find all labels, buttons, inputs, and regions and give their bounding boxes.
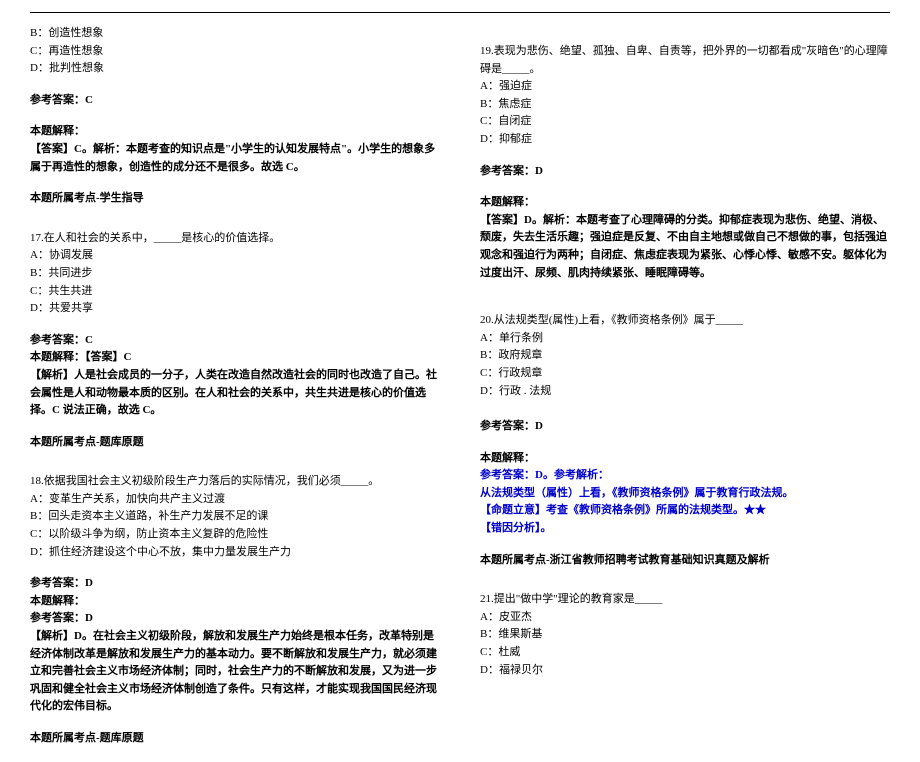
option-a: A：协调发展 [30, 247, 440, 265]
option-c: C：共生共进 [30, 283, 440, 301]
exam-point: 本题所属考点-题库原题 [30, 730, 440, 748]
explain-body: 【答案】D。解析：本题考查了心理障碍的分类。抑郁症表现为悲伤、绝望、消极、颓废，… [480, 212, 890, 282]
q17-stem: 17.在人和社会的关系中，_____是核心的价值选择。 [30, 230, 440, 248]
option-c: C：自闭症 [480, 113, 890, 131]
option-c: C：以阶级斗争为纲，防止资本主义复辟的危险性 [30, 526, 440, 544]
q20-answer: 参考答案：D [480, 418, 890, 436]
option-c: C：再造性想象 [30, 43, 440, 61]
explain-header: 本题解释： [30, 123, 440, 141]
q20-stem: 20.从法规类型(属性)上看，《教师资格条例》属于_____ [480, 312, 890, 330]
option-d: D：共爱共享 [30, 300, 440, 318]
q21-stem: 21.提出"做中学"理论的教育家是_____ [480, 591, 890, 609]
q20-stem-block: 20.从法规类型(属性)上看，《教师资格条例》属于_____ A：单行条例 B：… [480, 312, 890, 400]
option-c: C：行政规章 [480, 365, 890, 383]
answer-label: 参考答案：C [30, 332, 440, 350]
q19-stem: 19.表现为悲伤、绝望、孤独、自卑、自责等，把外界的一切都看成"灰暗色"的心理障… [480, 43, 890, 78]
option-d: D：行政 . 法规 [480, 383, 890, 401]
option-d: D：抑郁症 [480, 131, 890, 149]
explain-header: 本题解释： [480, 450, 890, 468]
option-b: B：政府规章 [480, 347, 890, 365]
option-b: B：创造性想象 [30, 25, 440, 43]
exam-point: 本题所属考点-浙江省教师招聘考试教育基础知识真题及解析 [480, 552, 890, 570]
explain-line2: 从法规类型（属性）上看，《教师资格条例》属于教育行政法规。 [480, 485, 890, 503]
exam-point: 本题所属考点-题库原题 [30, 434, 440, 452]
right-column: 19.表现为悲伤、绝望、孤独、自卑、自责等，把外界的一切都看成"灰暗色"的心理障… [480, 25, 890, 762]
q18-stem: 18.依据我国社会主义初级阶段生产力落后的实际情况，我们必须_____。 [30, 473, 440, 491]
q16-options: B：创造性想象 C：再造性想象 D：批判性想象 [30, 25, 440, 78]
option-d: D：抓住经济建设这个中心不放，集中力量发展生产力 [30, 544, 440, 562]
option-c: C：杜威 [480, 644, 890, 662]
option-b: B：回头走资本主义道路，补生产力发展不足的课 [30, 508, 440, 526]
answer-label: 参考答案：D [480, 163, 890, 181]
q19-explanation: 本题解释： 【答案】D。解析：本题考查了心理障碍的分类。抑郁症表现为悲伤、绝望、… [480, 194, 890, 282]
q18-answer-block: 参考答案：D 本题解释： 参考答案：D 【解析】D。在社会主义初级阶段，解放和发… [30, 575, 440, 716]
option-b: B：维果斯基 [480, 626, 890, 644]
q19-answer: 参考答案：D [480, 163, 890, 181]
option-d: D：批判性想象 [30, 60, 440, 78]
option-b: B：共同进步 [30, 265, 440, 283]
q18-stem-block: 18.依据我国社会主义初级阶段生产力落后的实际情况，我们必须_____。 A：变… [30, 473, 440, 561]
option-a: A：单行条例 [480, 330, 890, 348]
q17-point: 本题所属考点-题库原题 [30, 434, 440, 452]
q19-stem-block: 19.表现为悲伤、绝望、孤独、自卑、自责等，把外界的一切都看成"灰暗色"的心理障… [480, 43, 890, 149]
option-a: A：变革生产关系，加快向共产主义过渡 [30, 491, 440, 509]
option-a: A：皮亚杰 [480, 609, 890, 627]
q17-stem-block: 17.在人和社会的关系中，_____是核心的价值选择。 A：协调发展 B：共同进… [30, 230, 440, 318]
q20-explanation: 本题解释： 参考答案：D。参考解析： 从法规类型（属性）上看，《教师资格条例》属… [480, 450, 890, 538]
explain-line1: 参考答案：D。参考解析： [480, 467, 890, 485]
answer-label: 参考答案：D [480, 418, 890, 436]
option-d: D：福禄贝尔 [480, 662, 890, 680]
answer-label: 参考答案：D [30, 575, 440, 593]
q18-point: 本题所属考点-题库原题 [30, 730, 440, 748]
top-divider [30, 12, 890, 13]
q21-stem-block: 21.提出"做中学"理论的教育家是_____ A：皮亚杰 B：维果斯基 C：杜威… [480, 591, 890, 679]
q16-point: 本题所属考点-学生指导 [30, 190, 440, 208]
explain-body: 【解析】人是社会成员的一分子，人类在改造自然改造社会的同时也改造了自己。社会属性… [30, 367, 440, 420]
option-a: A：强迫症 [480, 78, 890, 96]
explain-header: 本题解释： [480, 194, 890, 212]
q20-point: 本题所属考点-浙江省教师招聘考试教育基础知识真题及解析 [480, 552, 890, 570]
explain-header: 本题解释：【答案】C [30, 349, 440, 367]
option-b: B：焦虑症 [480, 96, 890, 114]
q16-answer: 参考答案：C [30, 92, 440, 110]
content-columns: B：创造性想象 C：再造性想象 D：批判性想象 参考答案：C 本题解释： 【答案… [30, 25, 890, 762]
explain-answer: 参考答案：D [30, 610, 440, 628]
q17-answer-block: 参考答案：C 本题解释：【答案】C 【解析】人是社会成员的一分子，人类在改造自然… [30, 332, 440, 420]
explain-line4: 【错因分析】。 [480, 520, 890, 538]
exam-point: 本题所属考点-学生指导 [30, 190, 440, 208]
explain-body: 【答案】C。解析：本题考查的知识点是"小学生的认知发展特点"。小学生的想象多属于… [30, 141, 440, 176]
answer-label: 参考答案：C [30, 92, 440, 110]
explain-line3: 【命题立意】考查《教师资格条例》所属的法规类型。★★ [480, 502, 890, 520]
q16-explanation: 本题解释： 【答案】C。解析：本题考查的知识点是"小学生的认知发展特点"。小学生… [30, 123, 440, 176]
explain-body: 【解析】D。在社会主义初级阶段，解放和发展生产力始终是根本任务，改革特别是经济体… [30, 628, 440, 716]
left-column: B：创造性想象 C：再造性想象 D：批判性想象 参考答案：C 本题解释： 【答案… [30, 25, 440, 762]
explain-header: 本题解释： [30, 593, 440, 611]
